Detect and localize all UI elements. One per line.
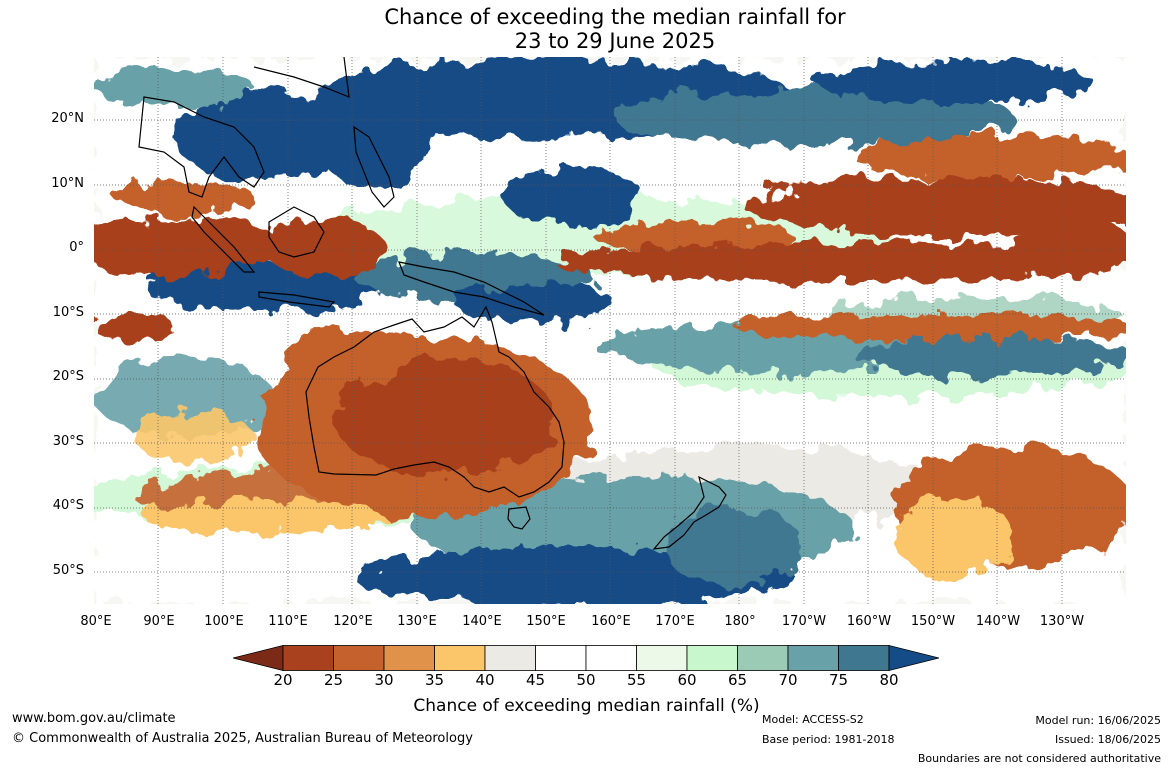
lat-label-50s: 50°S xyxy=(52,563,84,578)
lat-label-30s: 30°S xyxy=(52,434,84,449)
philippines-coastline xyxy=(353,125,395,208)
lon-label-120e: 120°E xyxy=(333,614,373,629)
java-coastline xyxy=(258,291,336,308)
lat-label-10s: 10°S xyxy=(52,305,84,320)
colorbar-box xyxy=(787,645,839,671)
colorbar-box xyxy=(535,645,587,671)
colorbar-box xyxy=(333,645,385,671)
rainfall-map xyxy=(94,57,1126,604)
lat-label-40s: 40°S xyxy=(52,498,84,513)
footer-issued: Issued: 18/06/2025 xyxy=(1054,733,1161,746)
colorbar-arrow-low xyxy=(233,645,284,671)
colorbar-tick-label: 80 xyxy=(879,671,899,689)
colorbar-tick-label: 30 xyxy=(374,671,394,689)
lon-label-140w: 140°W xyxy=(975,614,1021,629)
colorbar-box xyxy=(434,645,486,671)
footer-boundaries: Boundaries are not considered authoritat… xyxy=(917,752,1161,765)
footer-website: www.bom.gov.au/climate xyxy=(12,711,176,726)
new-zealand-coastline xyxy=(652,475,727,550)
map-title-line-1: Chance of exceeding the median rainfall … xyxy=(384,5,846,29)
lon-label-150w: 150°W xyxy=(910,614,956,629)
lon-label-90e: 90°E xyxy=(143,614,175,629)
footer-model-run: Model run: 16/06/2025 xyxy=(1035,714,1161,727)
colorbar-tick-label: 65 xyxy=(727,671,748,689)
colorbar-tick-label: 25 xyxy=(323,671,344,689)
colorbar-box xyxy=(838,645,890,671)
footer-base-period: Base period: 1981-2018 xyxy=(762,733,895,746)
tasmania-coastline xyxy=(507,506,531,530)
footer-model: Model: ACCESS-S2 xyxy=(762,713,864,726)
map-title-line-2: 23 to 29 June 2025 xyxy=(514,29,716,53)
map-graticule xyxy=(94,57,1126,604)
colorbar-tick-label: 55 xyxy=(626,671,647,689)
colorbar-box xyxy=(585,645,637,671)
lon-label-160e: 160°E xyxy=(591,614,631,629)
colorbar-tick-label: 35 xyxy=(424,671,445,689)
indochina-coastline xyxy=(138,96,265,198)
borneo-coastline xyxy=(268,206,325,258)
lon-label-80e: 80°E xyxy=(80,614,112,629)
colorbar-box xyxy=(636,645,688,671)
colorbar-box xyxy=(686,645,738,671)
lon-label-170e: 170°E xyxy=(655,614,695,629)
new-guinea-coastline xyxy=(398,261,545,316)
lat-label-20n: 20°N xyxy=(51,111,84,126)
lon-label-180: 180° xyxy=(724,614,756,629)
lon-label-160w: 160°W xyxy=(846,614,892,629)
china-coastline xyxy=(253,57,350,98)
colorbar-tick-label: 45 xyxy=(525,671,546,689)
lat-label-20s: 20°S xyxy=(52,369,84,384)
colorbar-box xyxy=(484,645,536,671)
colorbar-tick-label: 70 xyxy=(778,671,798,689)
lon-label-110e: 110°E xyxy=(268,614,308,629)
coastlines xyxy=(138,57,727,550)
australia-coastline xyxy=(305,305,565,498)
lon-label-150e: 150°E xyxy=(526,614,566,629)
lon-label-140e: 140°E xyxy=(462,614,502,629)
colorbar xyxy=(233,645,939,671)
colorbar-tick-label: 60 xyxy=(677,671,697,689)
sumatra-coastline xyxy=(191,205,256,273)
colorbar-title: Chance of exceeding median rainfall (%) xyxy=(413,696,760,716)
lon-label-100e: 100°E xyxy=(204,614,244,629)
lat-label-0: 0° xyxy=(69,240,84,255)
lat-label-10n: 10°N xyxy=(51,176,84,191)
colorbar-tick-label: 20 xyxy=(273,671,293,689)
colorbar-box xyxy=(282,645,334,671)
colorbar-tick-label: 75 xyxy=(828,671,849,689)
colorbar-box xyxy=(383,645,435,671)
lon-label-130e: 130°E xyxy=(397,614,437,629)
colorbar-tick-label: 50 xyxy=(576,671,596,689)
lon-label-130w: 130°W xyxy=(1039,614,1085,629)
colorbar-arrow-high xyxy=(888,645,939,671)
colorbar-box xyxy=(737,645,789,671)
footer-copyright: © Commonwealth of Australia 2025, Austra… xyxy=(12,731,473,746)
colorbar-tick-label: 40 xyxy=(475,671,495,689)
lon-label-170w: 170°W xyxy=(781,614,827,629)
